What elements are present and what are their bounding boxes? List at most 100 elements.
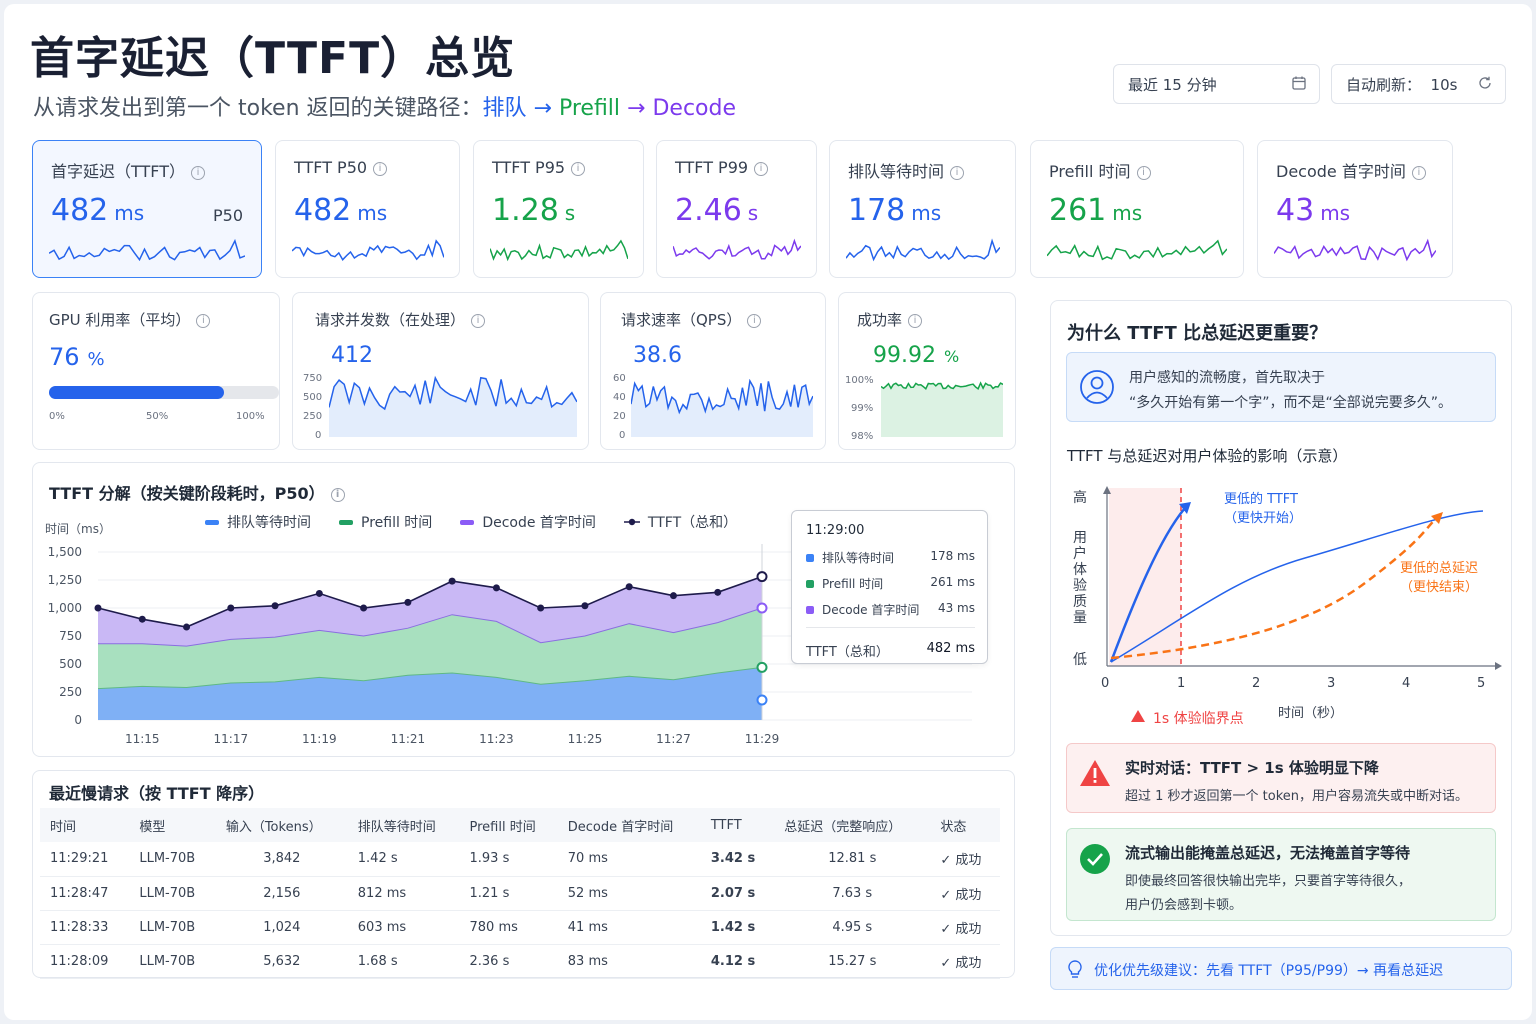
qps-card[interactable]: 请求速率（QPS） i 38.6 60 40 20 0 bbox=[600, 292, 826, 450]
optimization-tip[interactable]: 优化优先级建议：先看 TTFT（P95/P99）→ 再看总延迟 bbox=[1050, 947, 1512, 990]
kpi-card-p95[interactable]: TTFT P95 i 1.28 s bbox=[473, 140, 644, 278]
queue-upper-line bbox=[97, 666, 763, 690]
legend-decode[interactable]: Decode 首字时间 bbox=[460, 512, 596, 532]
kpi-value: 43 ms bbox=[1276, 193, 1351, 228]
column-header[interactable]: TTFT bbox=[700, 808, 775, 842]
ttft-point bbox=[94, 604, 102, 612]
info-icon[interactable]: i bbox=[373, 162, 388, 176]
axis-tick: 99% bbox=[851, 403, 874, 414]
hover-marker-queue bbox=[756, 694, 768, 706]
hover-marker-decode bbox=[756, 602, 768, 614]
column-header[interactable]: 模型 bbox=[129, 808, 216, 842]
kpi-label: 首字延迟（TTFT） i bbox=[51, 158, 205, 182]
info-icon[interactable]: i bbox=[196, 314, 211, 328]
alert-title: 实时对话：TTFT > 1s 体验明显下降 bbox=[1125, 759, 1379, 777]
sparkline bbox=[1047, 239, 1227, 261]
user-perception-box: 用户感知的流畅度，首先取决于 “多久开始有第一个字”，而不是“全部说完要多久”。 bbox=[1066, 352, 1496, 422]
concurrency-value: 412 bbox=[331, 343, 373, 368]
auto-refresh-select[interactable]: 自动刷新： 10s bbox=[1331, 64, 1506, 104]
table-row[interactable]: 11:28:33 LLM-70B 1,024 603 ms 780 ms 41 ms 1.4… bbox=[40, 910, 1000, 945]
legend-ttft-total[interactable]: TTFT（总和） bbox=[623, 512, 737, 532]
table-cell: 11:28:33 bbox=[40, 910, 130, 945]
ux-x-tick-2: 2 bbox=[1252, 676, 1261, 691]
info-icon[interactable]: i bbox=[908, 314, 923, 328]
kpi-card-p99[interactable]: TTFT P99 i 2.46 s bbox=[656, 140, 817, 278]
legend-queue[interactable]: 排队等待时间 bbox=[205, 512, 311, 532]
kpi-card-p50[interactable]: TTFT P50 i 482 ms bbox=[275, 140, 460, 278]
kpi-card-decode[interactable]: Decode 首字时间 i 43 ms bbox=[1257, 140, 1453, 278]
table-row[interactable]: 11:28:09 LLM-70B 5,632 1.68 s 2.36 s 83 ms 4.1… bbox=[40, 944, 1000, 979]
column-header[interactable]: Prefill 时间 bbox=[459, 808, 558, 842]
tooltip-time: 11:29:00 bbox=[806, 523, 865, 538]
alert-triangle-icon bbox=[1080, 760, 1110, 786]
column-header[interactable]: 时间 bbox=[40, 808, 130, 842]
concurrency-card[interactable]: 请求并发数（在处理） i 412 750 500 250 0 bbox=[292, 292, 589, 450]
table-cell: LLM-70B bbox=[129, 876, 216, 911]
axis-tick: 100% bbox=[845, 375, 874, 386]
alert-text: 超过 1 秒才返回第一个 token，用户容易流失或中断对话。 bbox=[1125, 789, 1469, 804]
breakdown-legend: 排队等待时间 Prefill 时间 Decode 首字时间 TTFT（总和） bbox=[205, 512, 737, 532]
column-header[interactable]: 状态 bbox=[930, 808, 1000, 842]
kpi-card-queue[interactable]: 排队等待时间 i 178 ms bbox=[829, 140, 1016, 278]
calendar-icon bbox=[1291, 75, 1307, 95]
kpi-label: TTFT P95 i bbox=[492, 158, 586, 177]
table-row[interactable]: 11:28:47 LLM-70B 2,156 812 ms 1.21 s 52 ms 2.0… bbox=[40, 876, 1000, 911]
low-total-latency-curve bbox=[1110, 517, 1438, 660]
gpu-progress-bar bbox=[49, 386, 279, 399]
axis-tick: 98% bbox=[851, 431, 874, 442]
legend-prefill[interactable]: Prefill 时间 bbox=[339, 512, 432, 532]
info-icon[interactable]: i bbox=[950, 166, 965, 180]
low-ttft-annotation: 更低的 TTFT （更快开始） bbox=[1224, 492, 1303, 526]
table-cell: 1.93 s bbox=[459, 842, 558, 877]
kpi-value: 482 ms bbox=[51, 193, 145, 228]
realtime-alert-box: 实时对话：TTFT > 1s 体验明显下降 超过 1 秒才返回第一个 token… bbox=[1066, 743, 1496, 813]
y-tick-label: 1,500 bbox=[48, 545, 82, 559]
low-total-latency-annotation: 更低的总延迟 （更快结束） bbox=[1400, 561, 1479, 595]
concurrency-area-chart bbox=[329, 375, 577, 437]
table-row[interactable]: 11:29:21 LLM-70B 3,842 1.42 s 1.93 s 70 ms 3.4… bbox=[40, 842, 1000, 877]
table-cell: ✓ 成功 bbox=[930, 910, 1000, 945]
lightbulb-icon bbox=[1068, 960, 1082, 978]
ux-impact-chart bbox=[1103, 486, 1502, 722]
qps-value: 38.6 bbox=[633, 343, 682, 368]
breakdown-y-label: 时间（ms） bbox=[45, 522, 111, 536]
ttft-breakdown-chart[interactable]: 0 250 500 750 1,000 1,250 1,500 11:15 11:17 11:19… bbox=[40, 540, 980, 750]
x-tick-label: 11:21 bbox=[391, 732, 426, 746]
ux-y-low: 低 bbox=[1073, 652, 1087, 668]
axis-tick: 60 bbox=[613, 373, 626, 384]
info-icon[interactable]: i bbox=[330, 488, 345, 502]
info-icon[interactable]: i bbox=[571, 162, 586, 176]
streaming-text-1: 即使最终回答很快输出完毕，只要首字等待很久， bbox=[1125, 874, 1412, 889]
info-icon[interactable]: i bbox=[754, 162, 769, 176]
column-header[interactable]: 输入（Tokens） bbox=[215, 808, 348, 842]
table-cell: 3.42 s bbox=[700, 842, 775, 877]
info-icon[interactable]: i bbox=[747, 314, 762, 328]
table-cell: 1.42 s bbox=[347, 842, 460, 877]
kpi-label: Decode 首字时间 i bbox=[1276, 158, 1426, 182]
table-cell: ✓ 成功 bbox=[930, 876, 1000, 911]
info-icon[interactable]: i bbox=[190, 166, 205, 180]
info-icon[interactable]: i bbox=[471, 314, 486, 328]
kpi-card-ttft[interactable]: 首字延迟（TTFT） i 482 ms P50 bbox=[32, 140, 262, 278]
time-range-select[interactable]: 最近 15 分钟 bbox=[1113, 64, 1320, 104]
column-header[interactable]: Decode 首字时间 bbox=[557, 808, 701, 842]
ttft-point bbox=[669, 592, 677, 600]
gpu-utilization-card[interactable]: GPU 利用率（平均） i 76% 0% 50% 100% bbox=[32, 292, 280, 450]
ttft-point bbox=[714, 588, 722, 596]
column-header[interactable]: 排队等待时间 bbox=[347, 808, 460, 842]
kpi-card-prefill[interactable]: Prefill 时间 i 261 ms bbox=[1030, 140, 1244, 278]
gpu-tick-50: 50% bbox=[146, 411, 169, 422]
table-cell: 70 ms bbox=[557, 842, 701, 877]
axis-tick: 250 bbox=[303, 411, 323, 422]
success-rate-card[interactable]: 成功率 i 99.92% 100% 99% 98% bbox=[838, 292, 1016, 450]
table-cell: LLM-70B bbox=[129, 944, 216, 979]
tooltip-divider bbox=[806, 627, 975, 628]
info-icon[interactable]: i bbox=[1411, 166, 1426, 180]
ttft-point bbox=[581, 602, 589, 610]
streaming-note-box: 流式输出能掩盖总延迟，无法掩盖首字等待 即使最终回答很快输出完毕，只要首字等待很… bbox=[1066, 828, 1496, 921]
refresh-icon[interactable] bbox=[1477, 75, 1493, 95]
kpi-percentile: P50 bbox=[212, 206, 243, 225]
column-header[interactable]: 总延迟（完整响应） bbox=[774, 808, 931, 842]
mini-area-line bbox=[329, 375, 577, 411]
info-icon[interactable]: i bbox=[1136, 166, 1151, 180]
